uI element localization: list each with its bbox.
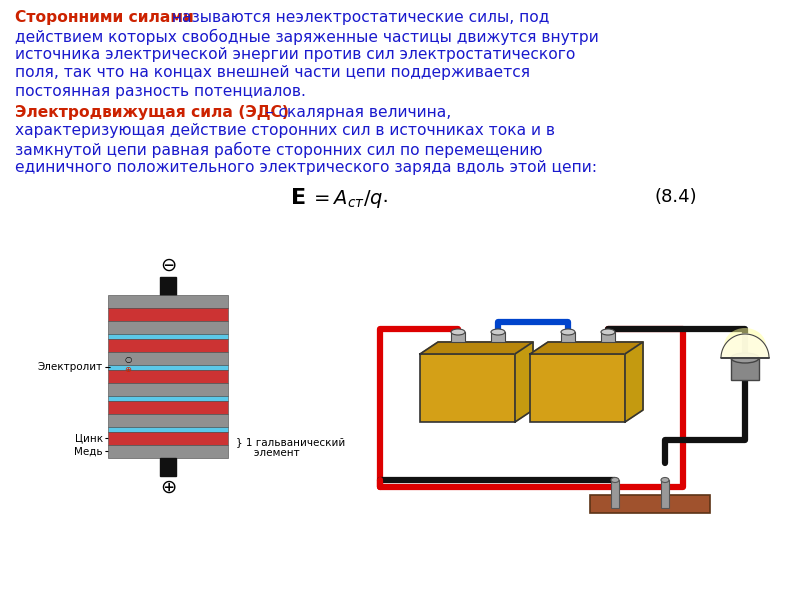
Text: постоянная разность потенциалов.: постоянная разность потенциалов. (15, 84, 306, 99)
Bar (108, 295, 228, 308)
Text: называются неэлектростатические силы, под: называются неэлектростатические силы, по… (167, 10, 550, 25)
Bar (108, 365, 228, 370)
Bar (108, 396, 228, 401)
Text: элемент: элемент (244, 448, 300, 458)
Text: Медь: Медь (74, 446, 103, 457)
Polygon shape (515, 342, 533, 422)
Bar (108, 352, 228, 365)
Text: ⊕: ⊕ (125, 365, 131, 374)
Bar (160, 458, 176, 476)
Bar (108, 370, 228, 383)
Bar (530, 354, 625, 422)
Ellipse shape (561, 329, 575, 335)
Text: ○: ○ (124, 355, 132, 364)
Text: замкнутой цепи равная работе сторонних сил по перемещению: замкнутой цепи равная работе сторонних с… (15, 142, 542, 158)
Text: $\mathbf{E}$: $\mathbf{E}$ (290, 188, 306, 208)
Text: Электродвижущая сила (ЭДС): Электродвижущая сила (ЭДС) (15, 104, 289, 119)
Bar (611, 480, 619, 508)
Ellipse shape (731, 353, 759, 363)
Bar (108, 321, 228, 334)
Bar (108, 308, 228, 321)
Ellipse shape (451, 329, 465, 335)
Ellipse shape (611, 478, 619, 482)
Bar (731, 358, 759, 380)
Text: характеризующая действие сторонних сил в источниках тока и в: характеризующая действие сторонних сил в… (15, 123, 555, 138)
Bar (108, 339, 228, 352)
Polygon shape (721, 334, 769, 358)
Text: (8.4): (8.4) (655, 188, 698, 206)
Text: действием которых свободные заряженные частицы движутся внутри: действием которых свободные заряженные ч… (15, 28, 598, 44)
Bar (108, 432, 228, 445)
Text: поля, так что на концах внешней части цепи поддерживается: поля, так что на концах внешней части це… (15, 65, 530, 80)
Bar (108, 445, 228, 458)
Bar (451, 332, 465, 342)
Bar (561, 332, 575, 342)
Bar (160, 277, 176, 295)
Bar (661, 480, 669, 508)
Bar (491, 332, 505, 342)
Bar (590, 495, 710, 513)
Text: $= A_{ст}/q$: $= A_{ст}/q$ (310, 188, 383, 211)
Ellipse shape (601, 329, 615, 335)
Polygon shape (420, 342, 533, 354)
Bar (108, 334, 228, 339)
Ellipse shape (724, 328, 766, 364)
Ellipse shape (491, 329, 505, 335)
Text: ⊕: ⊕ (160, 478, 176, 497)
Bar (601, 332, 615, 342)
Polygon shape (530, 342, 643, 354)
Bar (108, 401, 228, 414)
Text: единичного положительного электрического заряда вдоль этой цепи:: единичного положительного электрического… (15, 160, 597, 175)
Bar (108, 427, 228, 432)
Ellipse shape (661, 478, 669, 482)
Bar (108, 414, 228, 427)
Text: ⊖: ⊖ (160, 256, 176, 275)
Text: Электролит: Электролит (38, 362, 103, 373)
Polygon shape (625, 342, 643, 422)
Text: Сторонними силами: Сторонними силами (15, 10, 194, 25)
Text: источника электрической энергии против сил электростатического: источника электрической энергии против с… (15, 47, 575, 62)
Text: } 1 гальванический: } 1 гальванический (236, 437, 346, 447)
Bar (108, 383, 228, 396)
Bar (420, 354, 515, 422)
Text: Цинк: Цинк (75, 433, 103, 443)
Text: – скалярная величина,: – скалярная величина, (261, 104, 451, 119)
Text: .: . (370, 187, 389, 205)
